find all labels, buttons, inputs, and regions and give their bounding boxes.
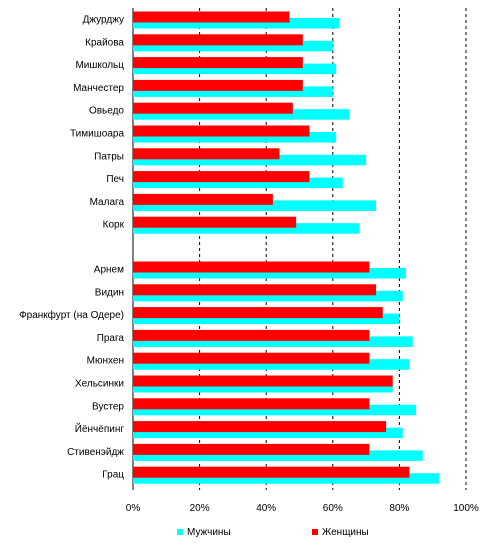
bar-women (133, 443, 370, 455)
bar-men (133, 336, 413, 347)
bar-women (133, 148, 280, 160)
category-label: Малага (90, 197, 125, 208)
bar-women (133, 125, 310, 137)
bar-women (133, 329, 370, 341)
bar-women (133, 216, 297, 228)
category-label: Печ (106, 174, 124, 185)
bar-men (133, 200, 377, 211)
bar-men (133, 359, 410, 370)
x-axis-ticks: 0% 20% 40% 60% 80% 100% (126, 503, 479, 514)
bar-women (133, 284, 377, 296)
bar-men (133, 63, 337, 75)
x-tick-label: 0% (126, 503, 141, 514)
bar-women (133, 57, 303, 69)
bar-women (133, 307, 383, 319)
x-tick-label: 40% (256, 503, 276, 514)
bar-men (133, 109, 350, 120)
bar-women (133, 193, 273, 205)
bar-men (133, 223, 360, 234)
bar-women (133, 375, 393, 387)
bar-women (133, 79, 303, 91)
category-label: Овьедо (89, 106, 124, 117)
x-tick-label: 60% (323, 503, 343, 514)
bar-women (133, 34, 303, 46)
x-tick-label: 80% (389, 503, 409, 514)
category-label: Грац (102, 470, 124, 481)
legend-women-label: Женщины (322, 527, 369, 538)
legend-women-swatch (312, 529, 318, 535)
bar-men (133, 18, 340, 29)
category-label: Тимишоара (70, 129, 124, 140)
category-label: Стивенэйдж (67, 447, 124, 458)
category-label: Корк (103, 220, 125, 231)
category-label: Мюнхен (87, 356, 124, 367)
bars (133, 11, 440, 484)
bar-men (133, 404, 417, 416)
legend-men-label: Мужчины (187, 527, 231, 538)
category-label: Мишкольц (75, 60, 124, 71)
bar-men (133, 450, 423, 461)
bar-men (133, 154, 367, 166)
bar-women (133, 171, 310, 183)
category-label: Хельсинки (75, 379, 124, 390)
legend: Мужчины Женщины (177, 527, 369, 538)
x-tick-label: 100% (453, 503, 479, 514)
category-label: Йёнчёпинг (75, 422, 125, 435)
bar-men (133, 177, 343, 189)
bar-men (133, 268, 407, 279)
bar-men (133, 313, 400, 325)
bar-women (133, 352, 370, 364)
bar-men (133, 473, 440, 484)
bar-women (133, 11, 290, 23)
category-label: Арнем (94, 265, 124, 276)
legend-men-swatch (177, 529, 183, 535)
category-label: Видин (95, 287, 124, 298)
bar-men (133, 86, 333, 97)
bar-men (133, 132, 337, 143)
bar-women (133, 102, 293, 114)
category-label: Франкфурт (на Одере) (19, 309, 124, 321)
bar-women (133, 466, 410, 478)
bar-men (133, 427, 403, 439)
category-label: Крайова (85, 37, 124, 48)
bar-women (133, 398, 370, 410)
x-tick-label: 20% (190, 503, 210, 514)
bar-women (133, 421, 387, 433)
bar-men (133, 40, 333, 52)
category-label: Манчестер (73, 83, 124, 94)
category-labels: Джурджу Крайова Мишкольц Манчестер Овьедо Тим… (19, 15, 125, 481)
category-label: Джурджу (83, 15, 124, 26)
category-label: Прага (97, 333, 125, 344)
bar-women (133, 261, 370, 273)
category-label: Патры (94, 151, 124, 162)
bar-men (133, 290, 403, 302)
bar-men (133, 382, 393, 393)
category-label: Вустер (92, 401, 124, 412)
